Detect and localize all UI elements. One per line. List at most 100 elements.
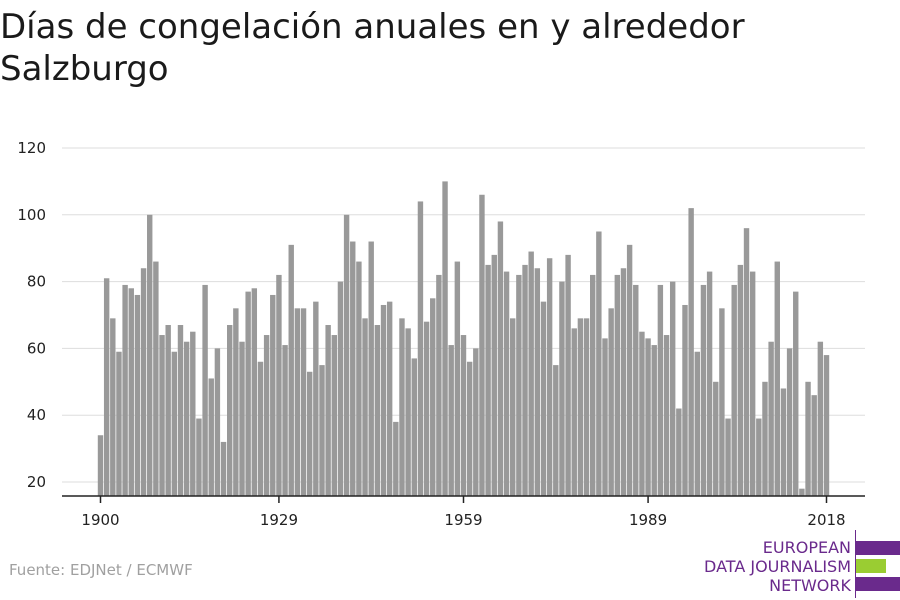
bar-1983 xyxy=(608,308,614,496)
bar-1928 xyxy=(270,294,276,496)
bar-1956 xyxy=(442,181,448,496)
bar-1996 xyxy=(688,208,694,496)
edjnet-logo: EUROPEAN DATA JOURNALISM NETWORK xyxy=(700,530,900,598)
bar-1943 xyxy=(362,318,368,496)
bar-2017 xyxy=(817,341,824,496)
bar-1994 xyxy=(676,408,682,496)
bar-1982 xyxy=(602,338,608,496)
logo-divider xyxy=(855,530,856,598)
bar-1972 xyxy=(540,301,547,496)
bar-1955 xyxy=(436,274,442,496)
bar-1913 xyxy=(177,325,184,496)
bar-1950 xyxy=(405,328,411,496)
bar-2011 xyxy=(780,388,787,496)
bar-1954 xyxy=(430,298,436,496)
bar-1947 xyxy=(386,301,393,496)
bar-1920 xyxy=(220,441,227,496)
bar-1937 xyxy=(325,325,331,496)
bar-1924 xyxy=(245,291,251,496)
bar-1999 xyxy=(706,271,713,496)
bar-1960 xyxy=(466,361,473,496)
bar-1900 xyxy=(97,435,104,496)
bar-2014 xyxy=(799,488,805,496)
bar-1919 xyxy=(214,348,221,496)
bar-1962 xyxy=(479,194,485,496)
bar-1992 xyxy=(663,335,670,496)
bar-1967 xyxy=(510,318,516,496)
bar-1936 xyxy=(319,365,325,496)
bar-1970 xyxy=(528,251,534,496)
bar-1922 xyxy=(233,308,239,496)
bar-1952 xyxy=(417,201,424,496)
bar-1949 xyxy=(399,318,405,496)
logo-line-3: NETWORK xyxy=(769,576,851,595)
bar-2005 xyxy=(743,228,750,496)
bar-1981 xyxy=(596,231,602,496)
bar-1985 xyxy=(620,268,627,496)
bar-2000 xyxy=(713,381,719,496)
bar-1995 xyxy=(682,304,688,496)
bar-1989 xyxy=(645,338,651,496)
bar-1957 xyxy=(448,345,454,496)
bar-1959 xyxy=(460,335,467,496)
bar-2008 xyxy=(762,381,768,496)
bar-1971 xyxy=(534,268,541,496)
bar-1948 xyxy=(393,421,399,496)
bar-1909 xyxy=(153,261,159,496)
bar-1953 xyxy=(423,321,430,496)
bar-1901 xyxy=(103,278,110,496)
bar-2003 xyxy=(731,284,737,496)
bar-1964 xyxy=(491,254,497,496)
bar-1921 xyxy=(227,325,233,496)
bar-1914 xyxy=(183,341,190,496)
bar-2002 xyxy=(725,418,731,496)
bar-1934 xyxy=(306,371,313,496)
x-tick-label: 1929 xyxy=(260,511,298,529)
bar-2012 xyxy=(786,348,793,496)
source-note: Fuente: EDJNet / ECMWF xyxy=(9,561,193,579)
x-tick-label: 2018 xyxy=(807,511,845,529)
bar-1944 xyxy=(368,241,374,496)
logo-bar-top xyxy=(856,541,900,555)
bar-1963 xyxy=(485,264,491,496)
y-tick-label: 20 xyxy=(27,473,46,491)
y-tick-label: 60 xyxy=(27,339,46,357)
bar-1965 xyxy=(497,221,504,497)
bar-1917 xyxy=(202,284,208,496)
bar-1979 xyxy=(583,318,590,496)
bar-1904 xyxy=(122,284,128,496)
logo-line-1: EUROPEAN xyxy=(762,538,851,557)
bar-1941 xyxy=(350,241,356,496)
bar-1966 xyxy=(503,271,510,496)
bar-1926 xyxy=(257,361,264,496)
bar-1938 xyxy=(331,335,337,496)
bar-1975 xyxy=(559,281,565,496)
bar-2016 xyxy=(811,395,817,496)
x-tick-label: 1959 xyxy=(444,511,482,529)
bar-1908 xyxy=(147,214,153,497)
logo-bar-bottom xyxy=(856,577,900,591)
bar-2004 xyxy=(737,264,744,496)
bar-1929 xyxy=(276,274,282,496)
bar-2007 xyxy=(756,418,762,496)
bar-1931 xyxy=(288,244,294,496)
bar-1978 xyxy=(577,318,584,496)
logo-line-2: DATA JOURNALISM xyxy=(704,557,851,576)
bar-1940 xyxy=(343,214,350,497)
bar-1958 xyxy=(454,261,461,496)
bar-1974 xyxy=(553,365,559,496)
bar-1915 xyxy=(190,331,196,496)
bar-1910 xyxy=(159,335,165,496)
y-tick-label: 80 xyxy=(27,273,46,291)
x-tick-label: 1900 xyxy=(81,511,119,529)
bar-1976 xyxy=(565,254,571,496)
bar-1980 xyxy=(590,274,596,496)
bar-1973 xyxy=(546,258,553,496)
bar-1990 xyxy=(651,345,657,496)
bar-2009 xyxy=(768,341,774,496)
bar-2010 xyxy=(774,261,780,496)
bar-1918 xyxy=(208,378,214,496)
bar-1930 xyxy=(282,345,288,496)
y-tick-label: 120 xyxy=(17,139,46,157)
